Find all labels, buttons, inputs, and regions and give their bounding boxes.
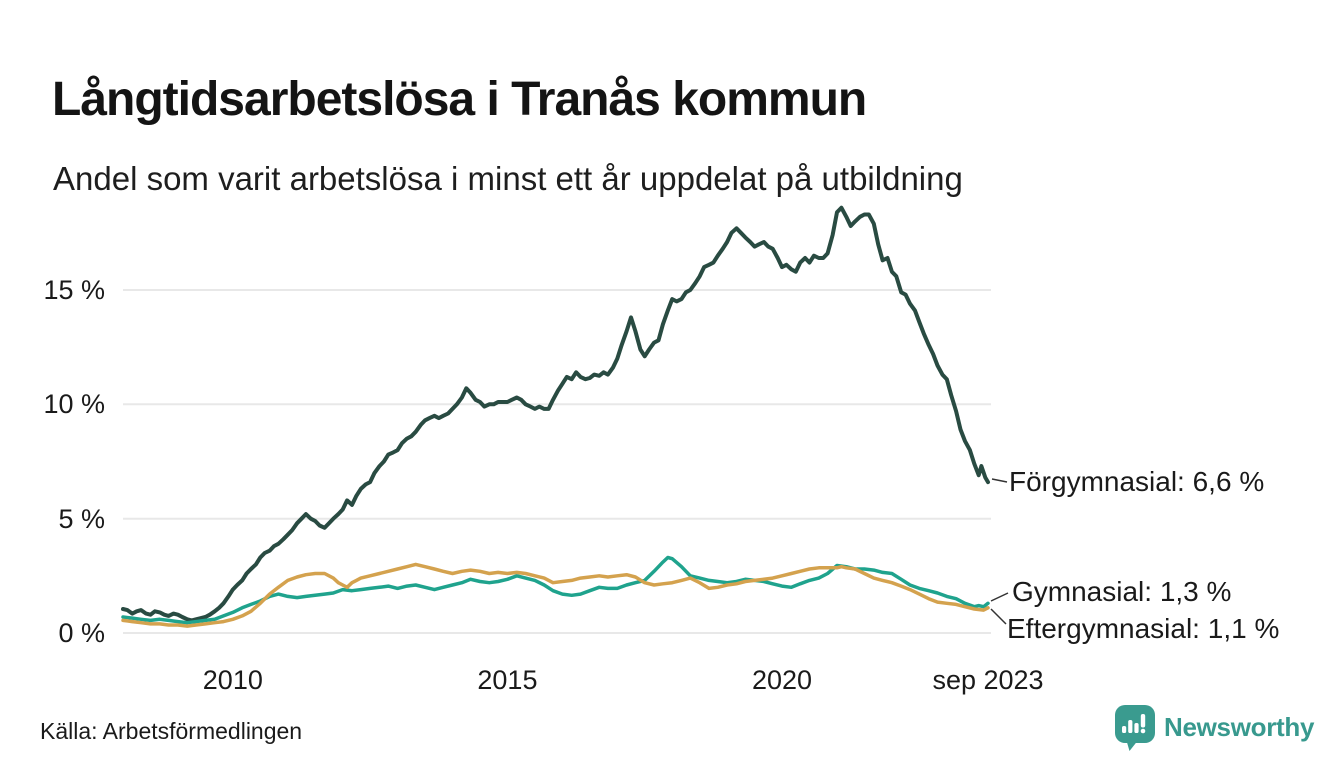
page-title: Långtidsarbetslösa i Tranås kommun xyxy=(52,73,867,127)
y-axis-tick-10pct: 10 % xyxy=(43,389,105,420)
newsworthy-logo-icon xyxy=(1115,705,1155,751)
y-axis-tick-5pct: 5 % xyxy=(58,503,105,534)
x-axis-tick-sep-2023: sep 2023 xyxy=(932,665,1044,695)
x-axis-tick-2010: 2010 xyxy=(202,665,263,695)
y-axis-tick-0pct: 0 % xyxy=(58,618,105,648)
y-axis-tick-15pct: 15 % xyxy=(43,275,105,305)
newsworthy-logo-text: Newsworthy xyxy=(1164,712,1315,742)
source-note: Källa: Arbetsförmedlingen xyxy=(40,718,303,744)
label-connector-förgymnasial xyxy=(991,478,1008,483)
label-connector-gymnasial xyxy=(990,592,1009,602)
series-label-eftergymnasial: Eftergymnasial: 1,1 % xyxy=(1007,613,1280,644)
x-axis-tick-2015: 2015 xyxy=(477,665,538,695)
x-axis-tick-2020: 2020 xyxy=(752,665,813,695)
series-line-förgymnasial xyxy=(121,205,990,623)
series-line-eftergymnasial xyxy=(121,562,990,628)
series-label-gymnasial: Gymnasial: 1,3 % xyxy=(1012,576,1232,607)
newsworthy-logo[interactable]: Newsworthy xyxy=(1115,705,1314,751)
series-label-förgymnasial: Förgymnasial: 6,6 % xyxy=(1009,466,1265,497)
label-connector-eftergymnasial xyxy=(990,608,1007,625)
page-subtitle: Andel som varit arbetslösa i minst ett å… xyxy=(53,160,963,197)
